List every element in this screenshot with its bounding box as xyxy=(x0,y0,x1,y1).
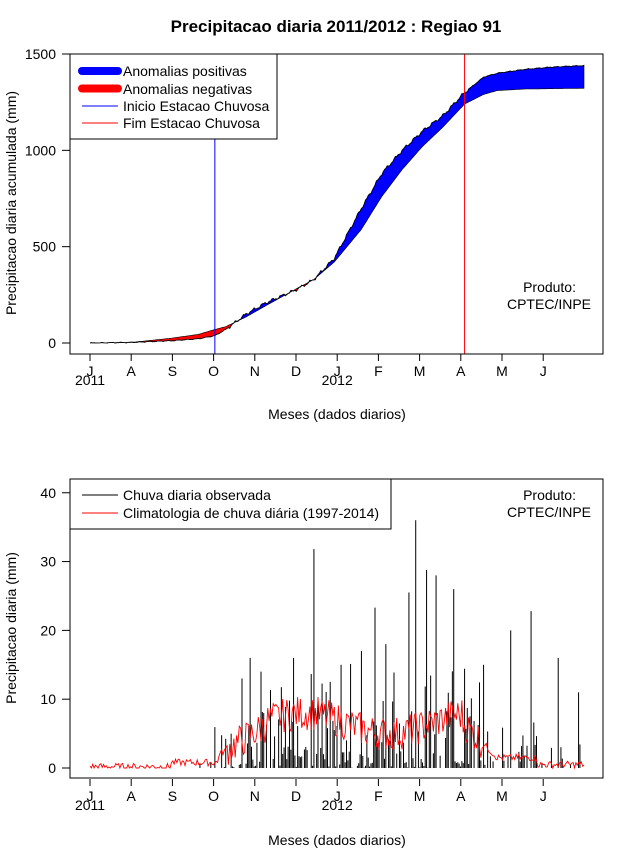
bottom-xtick-label: J xyxy=(540,788,547,804)
bottom-xtick-label: S xyxy=(168,788,177,804)
bottom-xtick-label: O xyxy=(208,788,219,804)
positive-anomaly-area xyxy=(315,65,584,280)
bottom-ytick-label: 10 xyxy=(40,691,56,707)
top-chart-title: Precipitacao diaria 2011/2012 : Regiao 9… xyxy=(171,17,502,36)
bottom-ytick-label: 40 xyxy=(40,485,56,501)
top-year-label: 2012 xyxy=(322,372,353,388)
top-xtick-label: N xyxy=(250,363,260,379)
bottom-ytick-label: 30 xyxy=(40,554,56,570)
top-xtick-label: A xyxy=(127,363,137,379)
bottom-xtick-label: M xyxy=(496,788,508,804)
top-ytick-label: 500 xyxy=(33,239,57,255)
top-legend-label-positive: Anomalias positivas xyxy=(123,63,247,79)
bottom-xtick-label: F xyxy=(374,788,383,804)
top-xtick-label: F xyxy=(374,363,383,379)
bottom-annotation-line2: CPTEC/INPE xyxy=(507,504,591,520)
bottom-xtick-label: M xyxy=(414,788,426,804)
top-ytick-label: 1000 xyxy=(25,142,56,158)
top-xtick-label: S xyxy=(168,363,177,379)
bottom-year-label: 2012 xyxy=(322,797,353,813)
top-legend-label-season-start: Inicio Estacao Chuvosa xyxy=(123,98,270,114)
top-xtick-label: J xyxy=(540,363,547,379)
bottom-xtick-label: D xyxy=(291,788,301,804)
top-year-label: 2011 xyxy=(75,372,105,388)
top-xtick-label: M xyxy=(414,363,426,379)
top-legend-label-season-end: Fim Estacao Chuvosa xyxy=(123,115,260,131)
bottom-year-label: 2011 xyxy=(75,797,105,813)
top-xtick-label: D xyxy=(291,363,301,379)
top-legend-label-negative: Anomalias negativas xyxy=(123,81,252,97)
bottom-chart-xlabel: Meses (dados diarios) xyxy=(268,832,406,848)
positive-anomaly-area xyxy=(238,294,284,321)
bottom-legend-label-observed: Chuva diaria observada xyxy=(123,487,271,503)
bottom-chart-y-axis: 0 10 20 30 40 xyxy=(40,485,70,776)
bottom-xtick-label: N xyxy=(250,788,260,804)
bottom-legend-label-climatology: Climatologia de chuva diária (1997-2014) xyxy=(123,505,379,521)
bottom-ytick-label: 0 xyxy=(48,760,56,776)
top-chart-xlabel: Meses (dados diarios) xyxy=(268,406,406,422)
bottom-chart-legend: Chuva diaria observada Climatologia de c… xyxy=(70,479,391,529)
bottom-chart-ylabel: Precipitacao diaria (mm) xyxy=(3,552,19,704)
top-annotation-line1: Produto: xyxy=(523,279,576,295)
top-chart-legend: Anomalias positivas Anomalias negativas … xyxy=(70,54,277,139)
bottom-annotation-line1: Produto: xyxy=(523,487,576,503)
top-ytick-label: 1500 xyxy=(25,46,56,62)
top-chart-ylabel: Precipitacao diaria acumulada (mm) xyxy=(3,91,19,315)
top-ytick-label: 0 xyxy=(48,335,56,351)
top-xtick-label: M xyxy=(496,363,508,379)
top-xtick-label: A xyxy=(456,363,466,379)
bottom-ytick-label: 20 xyxy=(40,622,56,638)
bottom-xtick-label: A xyxy=(127,788,137,804)
top-chart-y-axis: 0 500 1000 1500 xyxy=(25,46,70,351)
bottom-chart-plot xyxy=(90,520,584,768)
top-annotation-line2: CPTEC/INPE xyxy=(507,296,591,312)
top-xtick-label: O xyxy=(208,363,219,379)
bottom-xtick-label: A xyxy=(456,788,466,804)
